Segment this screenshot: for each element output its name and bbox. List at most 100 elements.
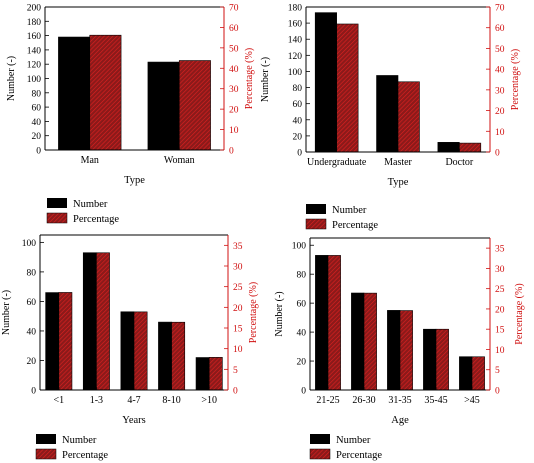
x-tick-label: 35-45: [424, 395, 447, 406]
legend-swatch-percentage: [35, 448, 57, 460]
y-tick-label: 40: [32, 118, 42, 128]
y-tick-label: 0: [297, 149, 302, 159]
y-tick-label: 0: [31, 387, 36, 397]
y2-tick-label: 0: [233, 387, 238, 397]
x-tick-label: Man: [81, 155, 99, 166]
bar-percentage: [363, 292, 377, 391]
y-tick-label: 80: [27, 268, 37, 278]
y2-tick-label: 10: [495, 128, 505, 138]
legend-swatch-number: [47, 198, 67, 208]
y2-axis-label: Percentage (%): [514, 283, 525, 344]
y-tick-label: 0: [301, 387, 306, 397]
y-axis-label: Number (-): [274, 291, 285, 336]
y2-axis-label: Percentage (%): [248, 282, 259, 343]
chart-4: 21-25 26-30 31-35 35-45 >45 0 20 40 60 80 100 0 5 10 1…: [274, 237, 525, 461]
y2-tick-label: 30: [495, 86, 505, 96]
y2-tick-label: 30: [495, 265, 505, 275]
legend: Number Percentage: [309, 434, 382, 461]
y-axis-label: Number (-): [6, 56, 17, 101]
legend-swatch-number: [36, 434, 56, 444]
y-tick-label: 40: [297, 329, 307, 339]
y2-tick-label: 50: [495, 45, 505, 55]
y2-tick-label: 40: [229, 65, 239, 75]
bar-number: [195, 357, 210, 391]
y2-tick-label: 25: [495, 285, 505, 295]
x-tick-label: 21-25: [316, 395, 339, 406]
bar-number: [376, 75, 399, 153]
y2-tick-label: 60: [495, 24, 505, 34]
y2-tick-label: 15: [233, 325, 243, 335]
x-axis-label: Years: [122, 415, 145, 426]
y2-tick-label: 35: [495, 245, 505, 255]
bar-percentage: [471, 356, 485, 391]
x-tick-label: 26-30: [352, 395, 375, 406]
y-tick-label: 140: [27, 46, 42, 56]
y2-axis-label: Percentage (%): [244, 48, 255, 109]
bar-percentage: [171, 321, 186, 391]
y2-tick-label: 10: [229, 126, 239, 136]
y2-axis-label: Percentage (%): [510, 49, 521, 110]
y-tick-label: 60: [297, 300, 307, 310]
y2-tick-label: 40: [495, 66, 505, 76]
legend-swatch-percentage: [46, 212, 68, 224]
bar-percentage: [336, 23, 359, 153]
bar-percentage: [397, 81, 420, 153]
legend-swatch-number: [310, 434, 330, 444]
x-tick-label: Doctor: [445, 157, 473, 168]
bar-percentage: [459, 142, 482, 153]
y-tick-label: 60: [293, 100, 303, 110]
bar-percentage: [96, 252, 110, 391]
x-tick-label: 1-3: [90, 395, 103, 406]
chart-3: <1 1-3 4-7 8-10 >10 0 20 40 60 80 100 0 5 10 15 20 25 30 3…: [1, 234, 259, 461]
bar-percentage: [58, 292, 73, 391]
y2-tick-label: 70: [229, 4, 239, 14]
bar-number: [45, 292, 60, 391]
x-tick-label: <1: [53, 395, 64, 406]
legend-label-percentage: Percentage: [332, 220, 378, 231]
y2-tick-label: 50: [229, 44, 239, 54]
bar-number: [423, 328, 437, 391]
y-tick-label: 120: [288, 52, 303, 62]
legend-label-percentage: Percentage: [73, 214, 119, 225]
bar-percentage: [327, 255, 341, 391]
y-tick-label: 20: [32, 132, 42, 142]
bar-number: [315, 255, 329, 391]
chart-1: Man Woman 0 20 40 60 80 100 120 140 160 180 200 0 10 20…: [6, 4, 255, 226]
legend-label-percentage: Percentage: [62, 450, 108, 461]
y-tick-label: 100: [22, 239, 37, 249]
y2-tick-label: 15: [495, 326, 505, 336]
bar-number: [351, 292, 365, 391]
y-tick-label: 140: [288, 36, 303, 46]
legend-label-percentage: Percentage: [336, 450, 382, 461]
y-tick-label: 80: [293, 84, 303, 94]
bar-number: [314, 12, 337, 153]
y2-tick-label: 60: [229, 24, 239, 34]
bar-number: [82, 252, 97, 391]
y-tick-label: 120: [27, 61, 42, 71]
x-tick-label: >45: [464, 395, 480, 406]
bar-percentage: [435, 328, 449, 391]
y2-tick-label: 20: [495, 305, 505, 315]
chart-2: Undergraduate Master Doctor020406080100120…: [260, 4, 521, 232]
y-tick-label: 100: [288, 68, 303, 78]
y-tick-label: 80: [32, 89, 42, 99]
y2-tick-label: 20: [229, 106, 239, 116]
x-tick-label: Woman: [164, 155, 195, 166]
x-tick-label: Undergraduate: [307, 157, 367, 168]
y-tick-label: 0: [36, 147, 41, 157]
bar-number: [459, 356, 473, 391]
x-axis-label: Age: [391, 415, 409, 426]
y-tick-label: 160: [27, 32, 42, 42]
y2-tick-label: 5: [233, 366, 238, 376]
y-tick-label: 80: [297, 271, 307, 281]
x-tick-label: 4-7: [127, 395, 140, 406]
y-tick-label: 180: [288, 4, 303, 14]
legend-label-number: Number: [332, 205, 367, 216]
legend-swatch-percentage: [305, 218, 327, 230]
y2-tick-label: 0: [495, 149, 500, 159]
y-tick-label: 20: [297, 358, 307, 368]
y2-tick-label: 30: [229, 85, 239, 95]
y-tick-label: 20: [27, 357, 37, 367]
y-tick-label: 40: [293, 116, 303, 126]
y2-tick-label: 10: [495, 346, 505, 356]
